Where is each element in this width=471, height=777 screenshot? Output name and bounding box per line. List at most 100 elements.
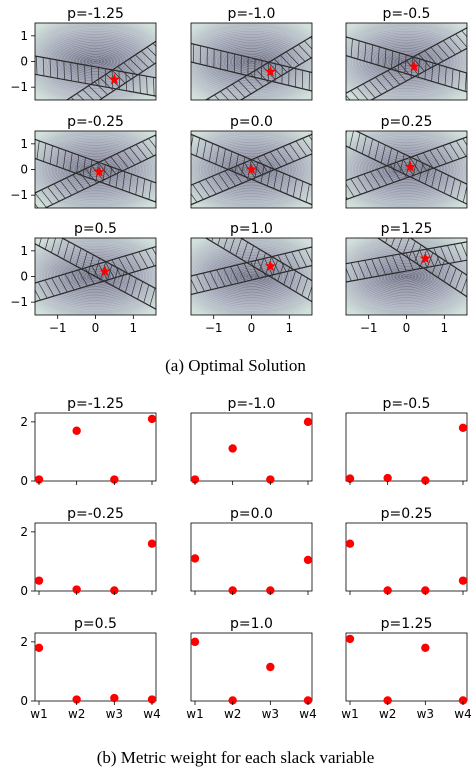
constraint-hatch: [135, 144, 148, 160]
constraint-hatch: [41, 189, 53, 205]
constraint-hatch: [412, 160, 418, 179]
constraint-hatch: [214, 94, 220, 100]
constraint-hatch: [425, 252, 434, 271]
contour-line: [241, 56, 262, 67]
constraint-hatch: [169, 188, 171, 206]
contour-line: [238, 163, 265, 176]
constraint-hatch: [298, 44, 312, 59]
constraint-hatch: [313, 187, 316, 205]
constraint-hatch: [129, 147, 142, 163]
contour-line: [193, 141, 310, 198]
constraint-hatch: [56, 59, 59, 79]
constraint-hatch: [381, 73, 394, 89]
constraint-hatch: [250, 159, 262, 176]
constraint-hatch: [375, 77, 388, 92]
contour-line: [358, 146, 455, 193]
constraint-hatch: [173, 193, 184, 208]
panel-title: p=0.25: [381, 114, 433, 130]
contour-background: [191, 23, 312, 100]
constraint-hatch: [455, 33, 467, 48]
optimal-star: [408, 60, 420, 72]
panel-title: p=0.5: [74, 221, 117, 237]
panel-title: p=-0.25: [67, 506, 124, 522]
contour-line: [60, 152, 131, 187]
contour-line: [191, 139, 312, 200]
weight-point: [110, 693, 119, 703]
constraint-hatch: [123, 150, 136, 166]
constraint-hatch: [166, 244, 175, 260]
y-tick-label: 0: [20, 270, 28, 284]
constraint-hatch: [399, 63, 413, 79]
constraint-hatch: [164, 195, 170, 212]
constraint-boundary: [35, 55, 156, 79]
y-tick-label: −1: [10, 295, 28, 309]
constraint-hatch: [364, 42, 367, 62]
constraint-hatch: [424, 60, 427, 80]
x-tick-label: w3: [262, 707, 279, 721]
constraint-boundary: [191, 133, 312, 186]
constraint-hatch: [228, 151, 233, 170]
contour-line: [35, 246, 156, 307]
constraint-boundary: [346, 241, 467, 265]
constraint-hatch: [338, 35, 339, 53]
constraint-hatch: [205, 9, 218, 22]
contour-line: [203, 253, 300, 300]
constraint-hatch: [332, 195, 335, 213]
constraint-hatch: [461, 30, 467, 38]
constraint-hatch: [4, 129, 6, 147]
x-tick-label: w4: [143, 707, 160, 721]
contour-line: [346, 27, 467, 96]
constraint-hatch: [125, 108, 128, 126]
constraint-hatch: [437, 64, 440, 84]
constraint-hatch: [162, 295, 167, 313]
constraint-hatch: [146, 76, 148, 95]
constraint-hatch: [141, 178, 146, 198]
x-tick-label: −1: [360, 321, 378, 335]
contour-line: [377, 47, 436, 76]
constraint-hatch: [35, 192, 47, 208]
weight-point: [303, 696, 313, 705]
contour-panel: p=0.25: [345, 114, 468, 209]
contour-line: [346, 28, 467, 95]
constraint-hatch: [458, 70, 461, 90]
constraint-hatch: [298, 250, 307, 267]
constraint-hatch: [135, 54, 149, 68]
contour-line: [44, 144, 147, 195]
constraint-hatch: [455, 213, 463, 230]
constraint-hatch: [43, 143, 47, 162]
y-tick-label: 1: [20, 244, 28, 258]
contour-line: [63, 260, 128, 293]
caption-a: (a) Optimal Solution: [165, 356, 306, 375]
contour-line: [35, 28, 156, 95]
contour-line: [40, 142, 151, 197]
weight-point: [383, 696, 392, 705]
constraint-hatch: [75, 248, 82, 267]
contour-line: [63, 153, 128, 186]
constraint-hatch: [221, 148, 226, 168]
contour-line: [403, 274, 410, 279]
constraint-hatch: [118, 71, 121, 90]
contour-line: [399, 58, 414, 65]
x-tick-label: w3: [417, 707, 434, 721]
constraint-hatch: [387, 70, 401, 85]
optimal-star: [93, 166, 105, 177]
contour-line: [380, 156, 433, 183]
constraint-hatch: [380, 325, 386, 342]
constraint-hatch: [209, 271, 219, 289]
constraint-hatch: [363, 173, 375, 190]
constraint-hatch: [62, 150, 66, 169]
contour-line: [346, 31, 467, 92]
constraint-hatch: [218, 173, 230, 189]
contour-line: [37, 248, 154, 305]
constraint-hatch: [360, 114, 371, 129]
constraint-hatch: [323, 268, 330, 285]
constraint-hatch: [21, 218, 26, 236]
constraint-hatch: [212, 108, 223, 122]
constraint-hatch: [193, 117, 204, 131]
constraint-hatch: [364, 208, 367, 226]
contour-line: [380, 263, 433, 290]
x-tick-label: 1: [440, 321, 448, 335]
constraint-hatch: [402, 238, 410, 255]
contour-line: [367, 150, 446, 189]
constraint-hatch: [65, 101, 78, 114]
